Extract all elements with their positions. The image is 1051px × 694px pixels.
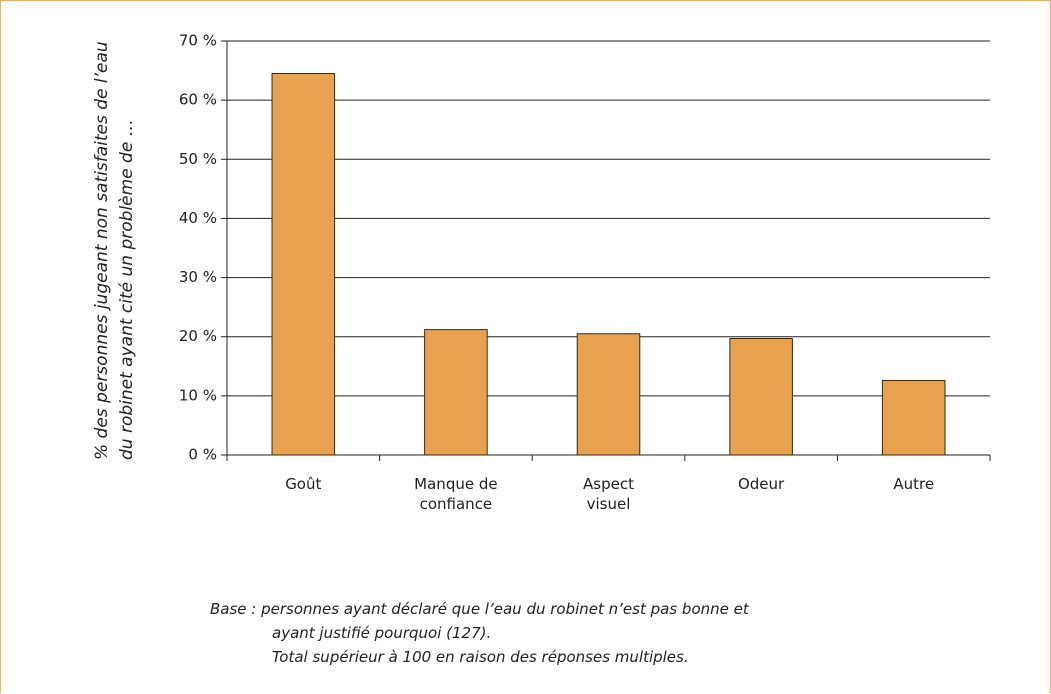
bar	[424, 329, 488, 456]
y-tick-label: 10 %	[179, 386, 217, 404]
y-tick-label: 30 %	[179, 268, 217, 286]
x-tick-label: Autre	[893, 475, 935, 493]
y-tick-label: 0 %	[188, 446, 217, 464]
bar	[576, 333, 641, 456]
footnote: ayant justifié pourquoi (127).	[272, 624, 492, 642]
y-tick-label: 40 %	[179, 209, 217, 227]
x-tick-label: Goût	[285, 475, 322, 493]
y-tick-label: 20 %	[179, 327, 217, 345]
x-tick-label: Manque de confiance	[414, 475, 498, 513]
y-tick-label: 60 %	[179, 91, 217, 109]
y-tick-label: 70 %	[179, 32, 217, 50]
bar	[271, 73, 336, 456]
y-tick-label: 50 %	[179, 150, 217, 168]
footnote: Total supérieur à 100 en raison des répo…	[272, 648, 689, 666]
x-tick-label: Aspect visuel	[583, 475, 634, 513]
y-axis-label: % des personnes jugeant non satisfaites …	[92, 41, 137, 460]
x-tick-label: Odeur	[737, 475, 785, 493]
bar	[881, 379, 946, 456]
bar	[729, 337, 793, 456]
footnote: Base : personnes ayant déclaré que l’eau…	[210, 600, 749, 618]
